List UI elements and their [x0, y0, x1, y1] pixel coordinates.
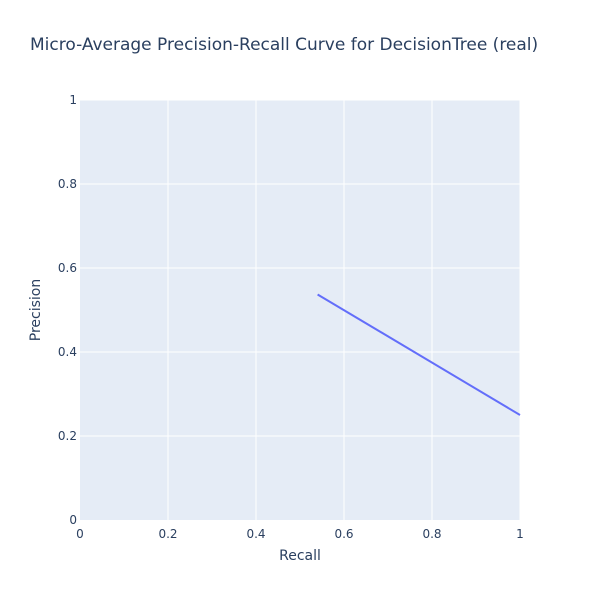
y-axis-title: Precision — [28, 279, 44, 341]
series-layer — [317, 293, 521, 416]
y-tick-label: 0 — [69, 513, 77, 527]
y-tick-label: 0.4 — [58, 345, 77, 359]
x-tick-label: 0.2 — [158, 527, 177, 541]
chart-title: Micro-Average Precision-Recall Curve for… — [30, 35, 538, 55]
x-tick-label: 0.8 — [422, 527, 441, 541]
y-tick-label: 0.8 — [58, 177, 77, 191]
plot-area — [80, 100, 520, 520]
x-axis-title: Recall — [279, 548, 321, 564]
x-tick-label: 0.6 — [334, 527, 353, 541]
y-tick-label: 0.6 — [58, 261, 77, 275]
y-gridlines — [80, 99, 520, 437]
y-tick-label: 1 — [69, 93, 77, 107]
y-tick-label: 0.2 — [58, 429, 77, 443]
y-tick-labels: 0 0.2 0.4 0.6 0.8 1 — [58, 93, 77, 527]
x-tick-label: 0 — [76, 527, 84, 541]
x-tick-label: 1 — [516, 527, 524, 541]
x-tick-labels: 0 0.2 0.4 0.6 0.8 1 — [76, 527, 524, 541]
x-tick-label: 0.4 — [246, 527, 265, 541]
series-line-0 — [317, 293, 521, 416]
